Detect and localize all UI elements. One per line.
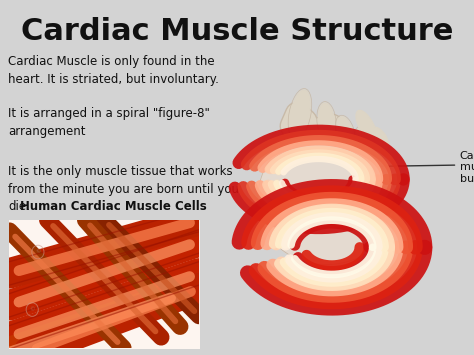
Ellipse shape	[356, 128, 371, 149]
Ellipse shape	[337, 117, 353, 145]
Ellipse shape	[371, 127, 388, 149]
Polygon shape	[258, 129, 395, 264]
Text: It is the only muscle tissue that works
from the minute you are born until you
d: It is the only muscle tissue that works …	[8, 165, 239, 213]
Text: Human Cardiac Muscle Cells: Human Cardiac Muscle Cells	[20, 200, 207, 213]
Text: ©: ©	[29, 307, 35, 312]
Text: Cardiac Muscle Structure: Cardiac Muscle Structure	[21, 17, 453, 46]
Text: Cardiac Muscle is only found in the
heart. It is striated, but involuntary.: Cardiac Muscle is only found in the hear…	[8, 55, 219, 86]
Text: It is arranged in a spiral "figure-8"
arrangement: It is arranged in a spiral "figure-8" ar…	[8, 107, 210, 137]
Ellipse shape	[319, 103, 335, 139]
Text: ©: ©	[35, 250, 41, 255]
Text: Cardiac
muscle
bundles: Cardiac muscle bundles	[460, 151, 474, 184]
Ellipse shape	[356, 110, 376, 142]
Ellipse shape	[290, 90, 310, 138]
